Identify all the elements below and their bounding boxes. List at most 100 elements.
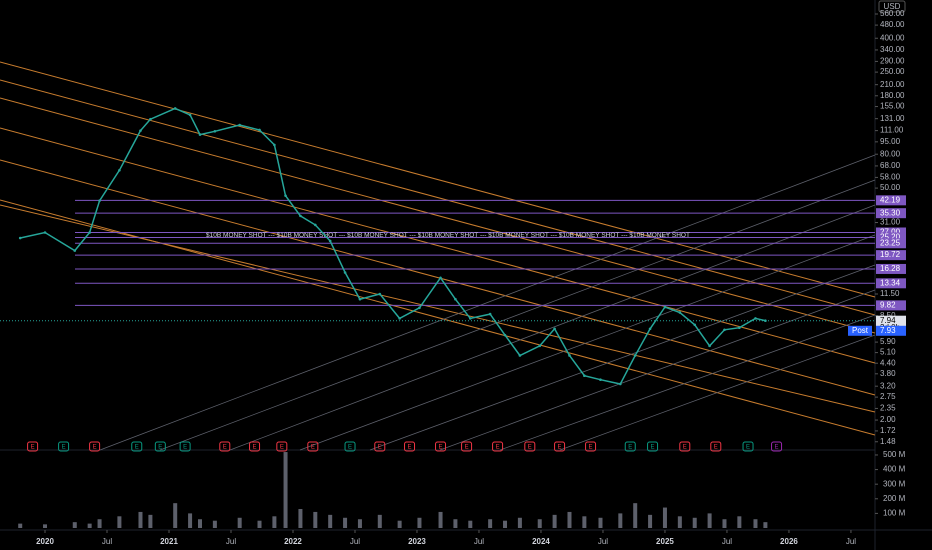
volume-bar [313, 511, 318, 528]
event-marker[interactable] [404, 441, 416, 452]
volume-bar [43, 524, 48, 528]
x-tick-label: Jul [598, 537, 608, 546]
event-marker[interactable] [461, 441, 473, 452]
level-badge [876, 238, 906, 249]
event-marker[interactable] [710, 441, 722, 452]
event-label[interactable]: E [93, 445, 97, 451]
volume-bar [552, 514, 557, 528]
y-tick-label: 50.00 [880, 183, 901, 192]
event-label[interactable]: E [589, 445, 593, 451]
price-point [633, 354, 637, 357]
y-tick-label: 95.00 [880, 137, 901, 146]
currency[interactable]: USD [884, 2, 901, 11]
event-label[interactable]: E [348, 445, 352, 451]
y-tick-label: 5.90 [880, 337, 896, 346]
event-label[interactable]: E [158, 445, 162, 451]
currency-box[interactable] [878, 0, 906, 13]
event-label[interactable]: E [683, 445, 687, 451]
post-price-label: 7.93 [880, 326, 896, 335]
volume-bar [677, 516, 682, 528]
event-marker[interactable] [219, 441, 231, 452]
event-label[interactable]: E [311, 445, 315, 451]
volume-bar [438, 511, 443, 528]
volume-bar [468, 520, 473, 528]
x-tick-label: 2020 [36, 537, 54, 546]
event-marker[interactable] [344, 441, 356, 452]
y-tick-label: 8.50 [880, 311, 896, 320]
volume-bar [72, 522, 77, 528]
y-tick-label: 3.80 [880, 369, 896, 378]
event-label[interactable]: E [183, 445, 187, 451]
post-tag [848, 325, 872, 336]
event-label[interactable]: E [253, 445, 257, 451]
event-label[interactable]: E [775, 445, 779, 451]
event-marker[interactable] [435, 441, 447, 452]
volume-bar [87, 523, 92, 528]
event-label[interactable]: E [439, 445, 443, 451]
event-marker[interactable] [524, 441, 536, 452]
y-tick-label: 58.00 [880, 173, 901, 182]
event-marker[interactable] [647, 441, 659, 452]
price-point [328, 239, 332, 243]
event-marker[interactable] [374, 441, 386, 452]
event-marker[interactable] [771, 441, 783, 452]
event-label[interactable]: E [31, 445, 35, 451]
event-label[interactable]: E [528, 445, 532, 451]
event-label[interactable]: E [378, 445, 382, 451]
event-label[interactable]: E [135, 445, 139, 451]
volume-bar [377, 514, 382, 528]
price-point [568, 354, 571, 357]
price-point [398, 317, 401, 320]
event-label[interactable]: E [558, 445, 562, 451]
y-tick-label: 131.00 [880, 114, 905, 123]
level-label: 9.82 [880, 300, 896, 309]
price-point [468, 317, 472, 320]
volume-bar [503, 520, 508, 528]
level-badge [876, 263, 906, 274]
event-label[interactable]: E [280, 445, 284, 451]
event-label[interactable]: E [746, 445, 750, 451]
event-label[interactable]: E [62, 445, 66, 451]
level-badge [876, 250, 906, 261]
price-point [678, 311, 682, 314]
x-tick-label: 2021 [160, 537, 178, 546]
event-marker[interactable] [307, 441, 319, 452]
event-label[interactable]: E [465, 445, 469, 451]
volume-bar [417, 517, 422, 528]
price-point [738, 326, 741, 330]
event-label[interactable]: E [408, 445, 412, 451]
level-label: 35.30 [880, 208, 901, 217]
event-marker[interactable] [249, 441, 261, 452]
volume-tick-label: 300 M [883, 479, 906, 488]
price-point [284, 194, 287, 197]
event-marker[interactable] [585, 441, 597, 452]
price-point [378, 292, 382, 296]
event-marker[interactable] [131, 441, 143, 452]
price-point [583, 374, 586, 378]
event-marker[interactable] [554, 441, 566, 452]
event-label[interactable]: E [714, 445, 718, 451]
event-marker[interactable] [27, 441, 39, 452]
event-label[interactable]: E [496, 445, 500, 451]
price-point [358, 297, 362, 301]
event-marker[interactable] [58, 441, 70, 452]
event-marker[interactable] [179, 441, 191, 452]
event-label[interactable]: E [628, 445, 632, 451]
event-marker[interactable] [624, 441, 636, 452]
event-marker[interactable] [742, 441, 754, 452]
event-marker[interactable] [276, 441, 288, 452]
event-marker[interactable] [679, 441, 691, 452]
level-label: 16.28 [880, 264, 901, 273]
price-point [73, 249, 77, 252]
fan-line [229, 204, 876, 451]
event-marker[interactable] [89, 441, 101, 452]
y-tick-label: 180.00 [880, 91, 905, 100]
price-point [454, 297, 457, 301]
event-marker[interactable] [492, 441, 504, 452]
event-marker[interactable] [154, 441, 166, 452]
event-label[interactable]: E [223, 445, 227, 451]
volume-bar [197, 519, 202, 528]
level-label: 13.34 [880, 278, 901, 287]
fan-line [439, 289, 876, 451]
event-label[interactable]: E [651, 445, 655, 451]
